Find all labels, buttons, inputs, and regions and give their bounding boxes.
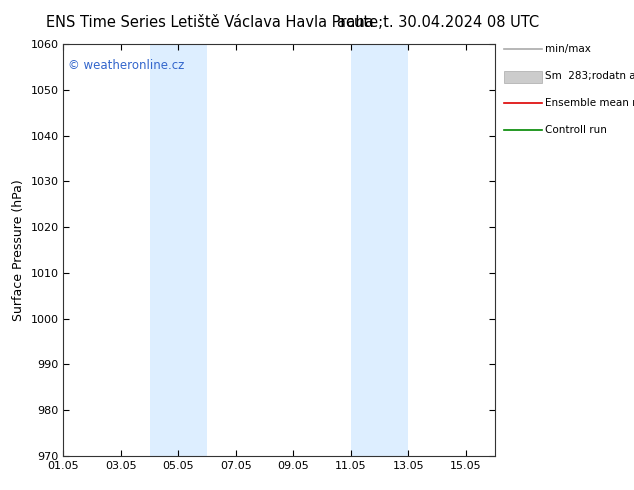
Text: Sm  283;rodatn acute; odchylka: Sm 283;rodatn acute; odchylka bbox=[545, 71, 634, 81]
Bar bbox=[351, 44, 408, 456]
Text: min/max: min/max bbox=[545, 44, 591, 54]
Text: © weatheronline.cz: © weatheronline.cz bbox=[68, 58, 184, 72]
Text: acute;t. 30.04.2024 08 UTC: acute;t. 30.04.2024 08 UTC bbox=[337, 15, 540, 30]
Text: Controll run: Controll run bbox=[545, 125, 607, 135]
Bar bbox=[150, 44, 207, 456]
Text: Ensemble mean run: Ensemble mean run bbox=[545, 98, 634, 108]
Y-axis label: Surface Pressure (hPa): Surface Pressure (hPa) bbox=[12, 179, 25, 321]
Text: ENS Time Series Letiště Václava Havla Praha: ENS Time Series Letiště Václava Havla Pr… bbox=[46, 15, 374, 30]
